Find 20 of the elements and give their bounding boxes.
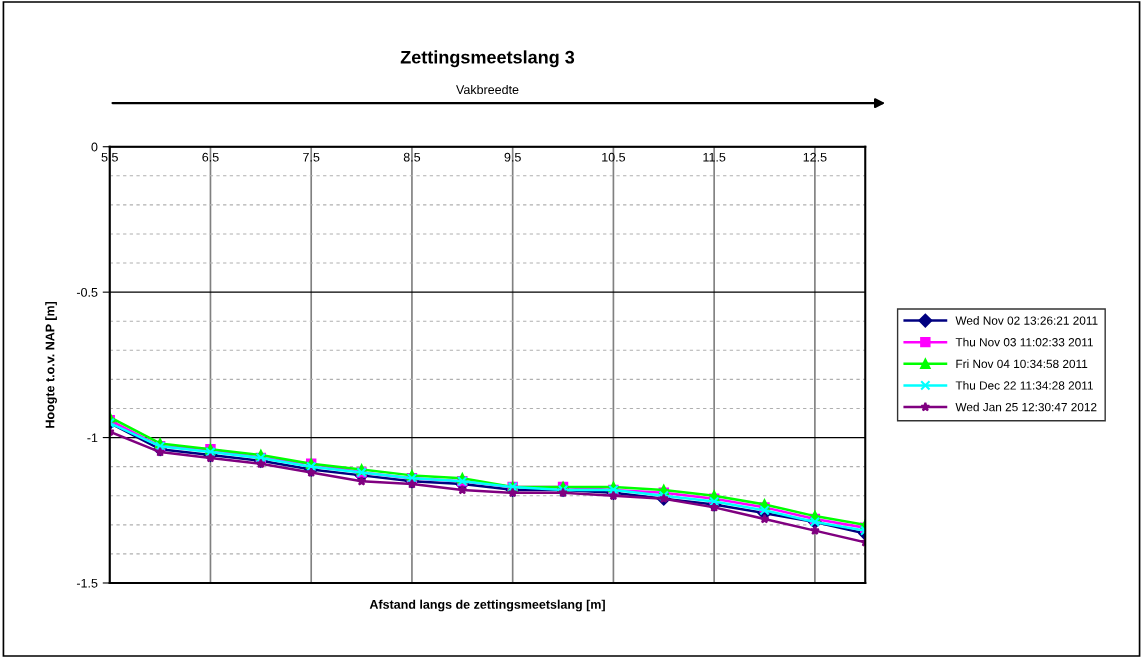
y-tick-label: -1 [87,433,98,443]
x-tick-label: 12.5 [803,152,827,162]
x-tick-label: 8.5 [403,152,421,162]
y-tick-label: 0 [91,142,98,152]
text: Vakbreedte [456,84,519,95]
x-tick-label: 10.5 [602,152,626,162]
y-tick-label: -0.5 [76,287,98,297]
x-tick-label: 11.5 [703,152,726,162]
legend-label: Thu Dec 22 11:34:28 2011 [955,380,1093,390]
y-axis-title: Hoogte t.o.v. NAP [m] [45,301,57,428]
legend-label: Fri Nov 04 10:34:58 2011 [956,359,1088,369]
legend-label: Thu Nov 03 11:02:33 2011 [955,337,1093,347]
chart-title: Zettingsmeetslang 3 [400,50,575,68]
legend-label: Wed Jan 25 12:30:47 2012 [955,402,1097,412]
y-tick-label: -1.5 [76,578,98,588]
legend-label: Wed Nov 02 13:26:21 2011 [955,316,1098,325]
x-tick-label: 9.5 [504,152,521,162]
x-tick-label: 7.5 [303,152,320,162]
x-axis-title: Afstand langs de zettingsmeetslang [m] [369,599,605,612]
x-tick-label: 6.5 [202,152,219,162]
